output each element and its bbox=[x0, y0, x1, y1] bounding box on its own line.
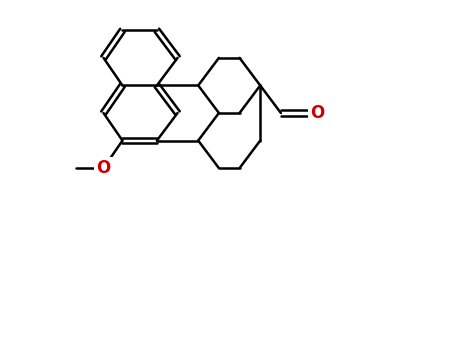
Text: O: O bbox=[310, 104, 324, 122]
Text: O: O bbox=[96, 159, 111, 177]
